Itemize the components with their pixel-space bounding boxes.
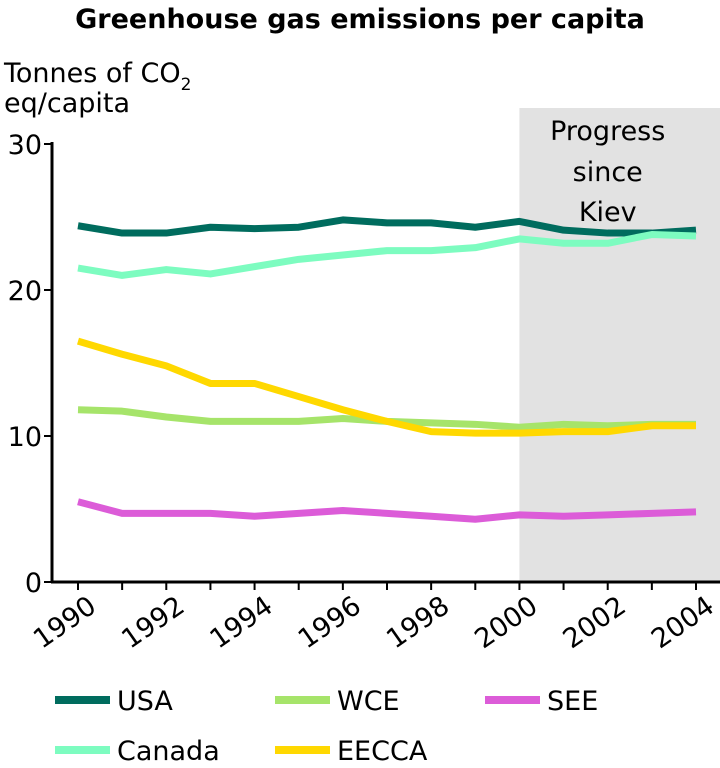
legend-item-usa: USA [55, 686, 173, 717]
series-line-canada [77, 231, 697, 279]
y-tick-label: 10 [8, 422, 42, 453]
x-tick-label: 1992 [116, 590, 190, 655]
x-tick-label: 1990 [28, 590, 102, 655]
x-tick-label: 1998 [381, 590, 455, 655]
y-axis-label-main: Tonnes of CO [3, 58, 181, 89]
x-tick-label: 1994 [205, 590, 279, 655]
legend-item-canada: Canada [55, 736, 220, 767]
legend-item-wce: WCE [275, 686, 400, 717]
y-tick-label: 30 [8, 130, 42, 161]
annotation-line: Kiev [579, 197, 637, 228]
legend-label: SEE [547, 686, 598, 717]
legend-label: Canada [117, 736, 220, 767]
legend-label: WCE [337, 686, 400, 717]
annotation-line: since [573, 157, 643, 188]
y-tick-label: 20 [8, 276, 42, 307]
annotation-line: Progress [550, 116, 665, 147]
y-tick-label: 0 [25, 568, 42, 599]
x-tick-label: 2000 [469, 590, 543, 655]
y-axis-label: Tonnes of CO2 [3, 58, 191, 95]
legend-item-eecca: EECCA [275, 736, 428, 767]
x-tick-label: 1996 [293, 590, 367, 655]
legend-label: USA [117, 686, 173, 717]
x-tick-label: 2002 [558, 590, 632, 655]
y-axis-label-subscript: 2 [181, 75, 192, 95]
series-line-eecca [77, 337, 696, 437]
x-tick-label: 2004 [646, 590, 720, 655]
y-axis-label-line2: eq/capita [4, 88, 130, 119]
series-line-see [77, 498, 697, 523]
chart-title: Greenhouse gas emissions per capita [75, 4, 645, 35]
legend-label: EECCA [337, 736, 428, 767]
progress-since-kiev-region [519, 108, 720, 582]
legend-item-see: SEE [485, 686, 598, 717]
series-line-usa [77, 216, 697, 237]
